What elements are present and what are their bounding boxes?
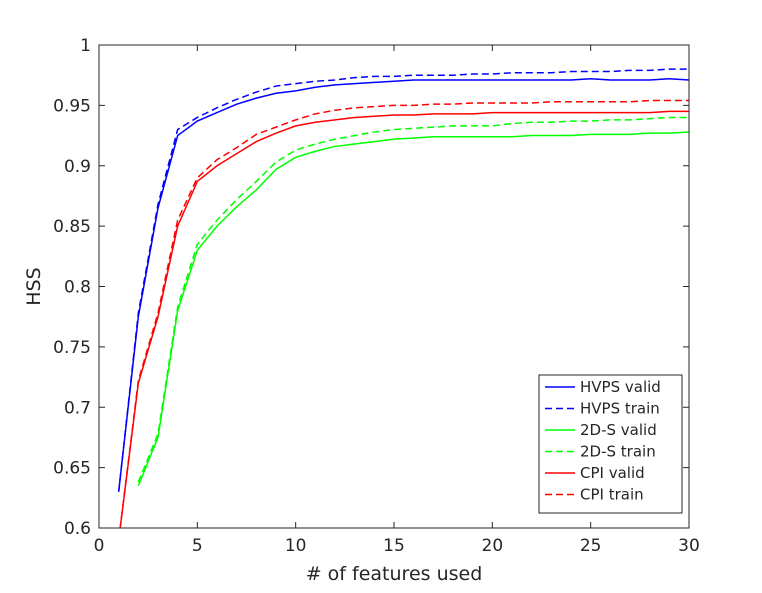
y-tick-label: 0.7 <box>64 398 91 418</box>
x-tick-label: 20 <box>482 536 504 556</box>
legend-label: HVPS valid <box>580 378 661 396</box>
x-tick-label: 25 <box>580 536 602 556</box>
series-line-1 <box>117 68 689 492</box>
series-line-3 <box>137 116 689 483</box>
x-tick-label: 10 <box>285 536 307 556</box>
y-tick-label: 0.6 <box>64 519 91 539</box>
y-tick-label: 1 <box>80 36 91 56</box>
y-tick-label: 0.95 <box>53 96 91 116</box>
series-line-5 <box>119 99 689 528</box>
y-tick-label: 0.85 <box>53 217 91 237</box>
legend-box <box>538 374 683 514</box>
legend-label: 2D-S valid <box>580 421 657 439</box>
series-line-0 <box>117 78 689 492</box>
legend-label: CPI valid <box>580 464 645 482</box>
legend-label: CPI train <box>580 486 644 504</box>
legend-label: HVPS train <box>580 400 660 418</box>
series-line-2 <box>137 131 689 487</box>
x-tick-label: 0 <box>94 536 105 556</box>
y-tick-label: 0.8 <box>64 278 91 298</box>
x-tick-label: 15 <box>383 536 405 556</box>
legend-label: 2D-S train <box>580 443 656 461</box>
x-tick-label: 5 <box>192 536 203 556</box>
legend: HVPS valid HVPS train 2D-S valid 2D-S train… <box>538 374 683 514</box>
x-tick-label: 30 <box>678 536 700 556</box>
y-axis-label: HSS <box>23 267 45 305</box>
x-axis-label: # of features used <box>306 563 483 585</box>
y-tick-label: 0.9 <box>64 157 91 177</box>
series-line-4 <box>119 110 689 528</box>
y-tick-label: 0.75 <box>53 338 91 358</box>
y-tick-label: 0.65 <box>53 459 91 479</box>
